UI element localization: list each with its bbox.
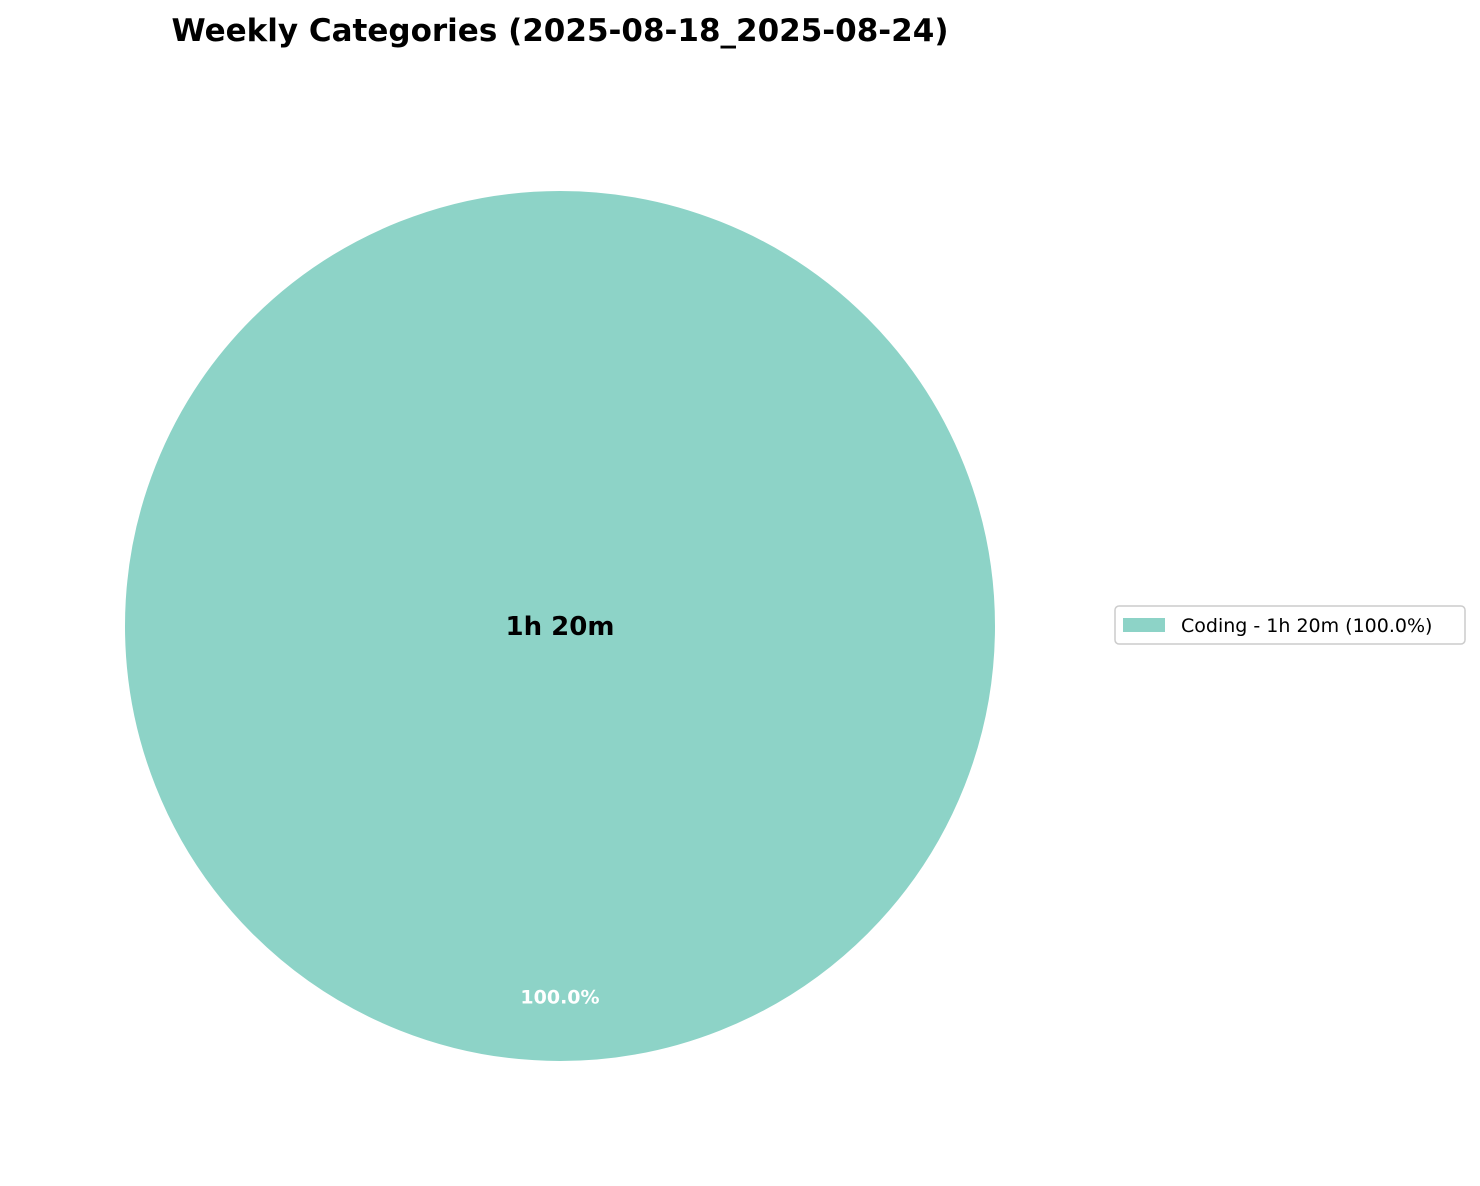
legend-entry-label: Coding - 1h 20m (100.0%) bbox=[1181, 615, 1432, 637]
legend-frame bbox=[1114, 605, 1466, 645]
legend-swatch bbox=[1123, 618, 1165, 632]
pie-slice-coding bbox=[123, 189, 997, 1063]
chart-title: Weekly Categories (2025-08-18_2025-08-24… bbox=[172, 13, 949, 49]
legend: Coding - 1h 20m (100.0%) bbox=[1114, 605, 1466, 645]
center-total-label: 1h 20m bbox=[506, 612, 615, 642]
pie-slice-percent-label: 100.0% bbox=[520, 987, 599, 1009]
pie-slices: 100.0% bbox=[123, 189, 997, 1063]
